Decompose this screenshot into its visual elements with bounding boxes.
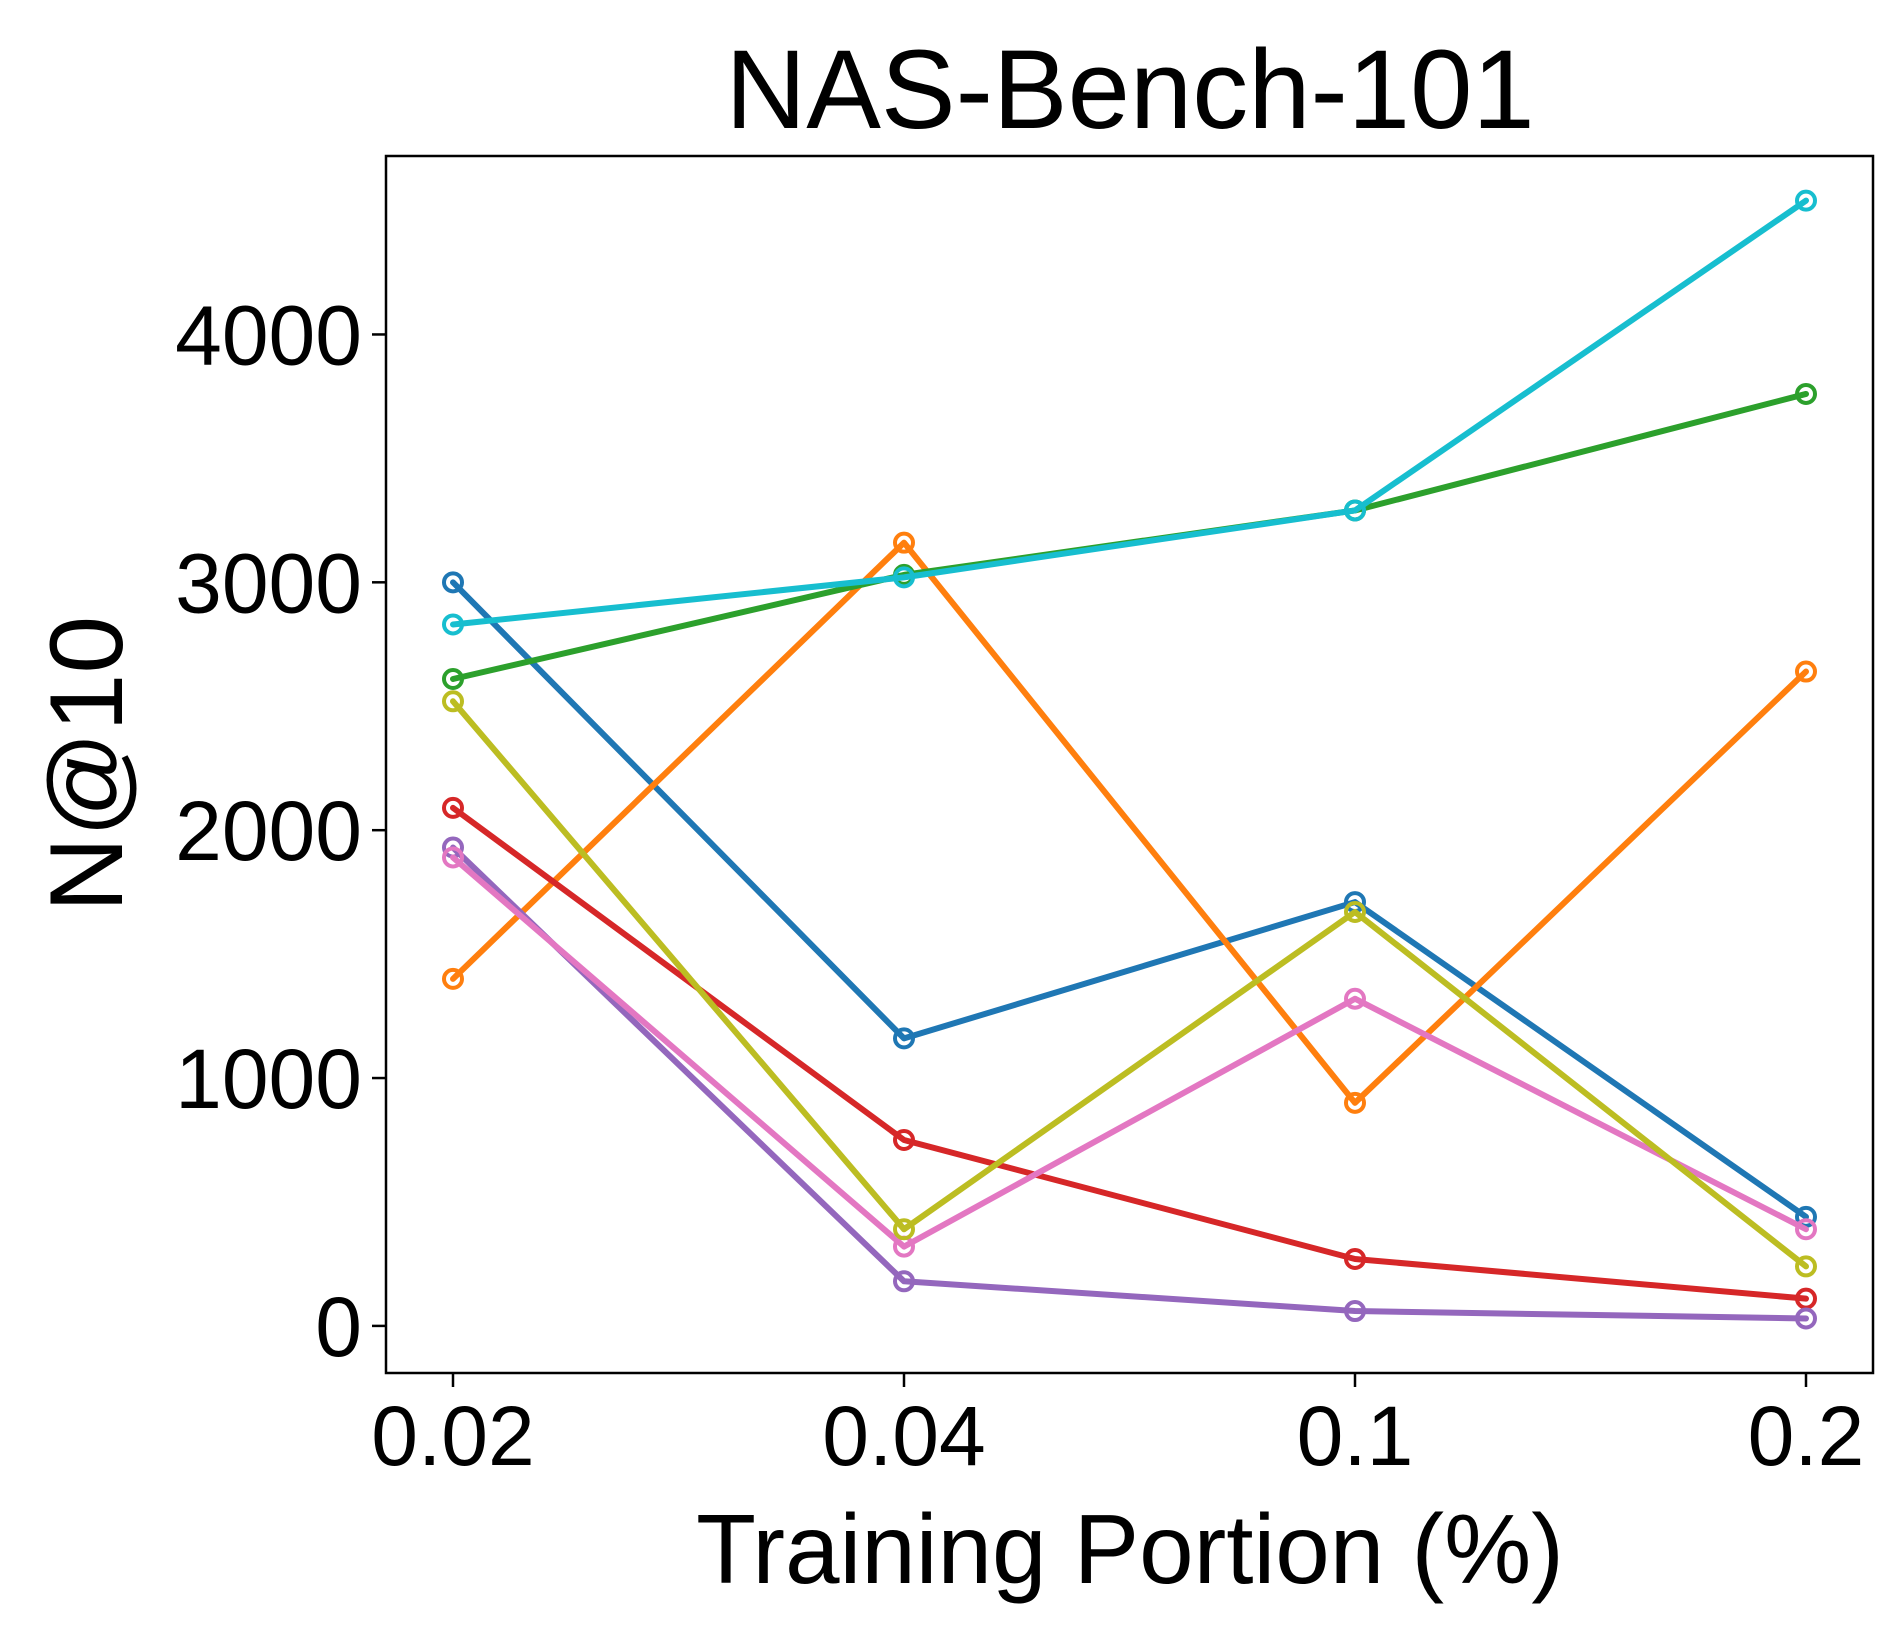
series-line-blue xyxy=(450,579,1809,1220)
data-point-green xyxy=(442,667,464,690)
data-point-purple xyxy=(1344,1300,1366,1323)
series-purple xyxy=(442,836,1817,1330)
data-point-purple xyxy=(1795,1307,1817,1330)
y-tick-label: 4000 xyxy=(175,288,362,382)
data-point-olive xyxy=(1795,1255,1817,1278)
data-point-cyan xyxy=(893,566,915,589)
series-line-purple xyxy=(450,844,1809,1322)
y-tick-label: 0 xyxy=(315,1280,362,1374)
y-tick-label: 1000 xyxy=(175,1032,362,1126)
series-olive xyxy=(442,690,1817,1278)
x-tick-label: 0.02 xyxy=(371,1389,535,1483)
data-point-cyan xyxy=(1344,499,1366,522)
y-tick-label: 3000 xyxy=(175,536,362,630)
x-axis-label: Training Portion (%) xyxy=(696,1494,1564,1604)
series-layer xyxy=(442,189,1817,1330)
series-red xyxy=(442,796,1817,1310)
data-point-blue xyxy=(1795,1205,1817,1228)
series-pink xyxy=(442,846,1817,1258)
series-line-olive xyxy=(450,698,1809,1270)
data-point-pink xyxy=(1795,1218,1817,1241)
series-line-pink xyxy=(450,854,1809,1250)
data-point-orange xyxy=(893,531,915,554)
data-point-red xyxy=(893,1129,915,1152)
x-tick-label: 0.2 xyxy=(1748,1389,1865,1483)
x-axis: 0.02 0.04 0.1 0.2 xyxy=(371,1373,1864,1483)
data-point-pink xyxy=(1344,987,1366,1010)
data-point-cyan xyxy=(442,613,464,636)
data-point-purple xyxy=(893,1270,915,1293)
series-line-orange xyxy=(450,539,1809,1106)
data-point-pink xyxy=(442,846,464,869)
x-tick-label: 0.1 xyxy=(1297,1389,1414,1483)
series-line-red xyxy=(450,804,1809,1302)
data-point-blue xyxy=(442,571,464,594)
series-line-cyan xyxy=(450,197,1809,628)
data-point-orange xyxy=(1795,660,1817,683)
y-tick-label: 2000 xyxy=(175,784,362,878)
data-point-olive xyxy=(1344,900,1366,923)
data-point-orange xyxy=(1344,1091,1366,1114)
y-axis: 0 1000 2000 3000 4000 xyxy=(175,288,386,1374)
chart-title: NAS-Bench-101 xyxy=(725,27,1534,152)
y-axis-label: N@10 xyxy=(29,616,145,912)
plot-frame xyxy=(384,154,1875,1375)
data-point-green xyxy=(1795,382,1817,405)
data-point-blue xyxy=(893,1027,915,1050)
data-point-red xyxy=(1344,1247,1366,1270)
data-point-cyan xyxy=(1795,189,1817,212)
data-point-olive xyxy=(893,1218,915,1241)
series-line-green xyxy=(450,390,1809,682)
series-green xyxy=(442,382,1817,690)
data-point-red xyxy=(442,796,464,819)
series-orange xyxy=(442,531,1817,1114)
x-tick-label: 0.04 xyxy=(822,1389,986,1483)
series-cyan xyxy=(442,189,1817,636)
data-point-olive xyxy=(442,690,464,713)
data-point-orange xyxy=(442,967,464,990)
